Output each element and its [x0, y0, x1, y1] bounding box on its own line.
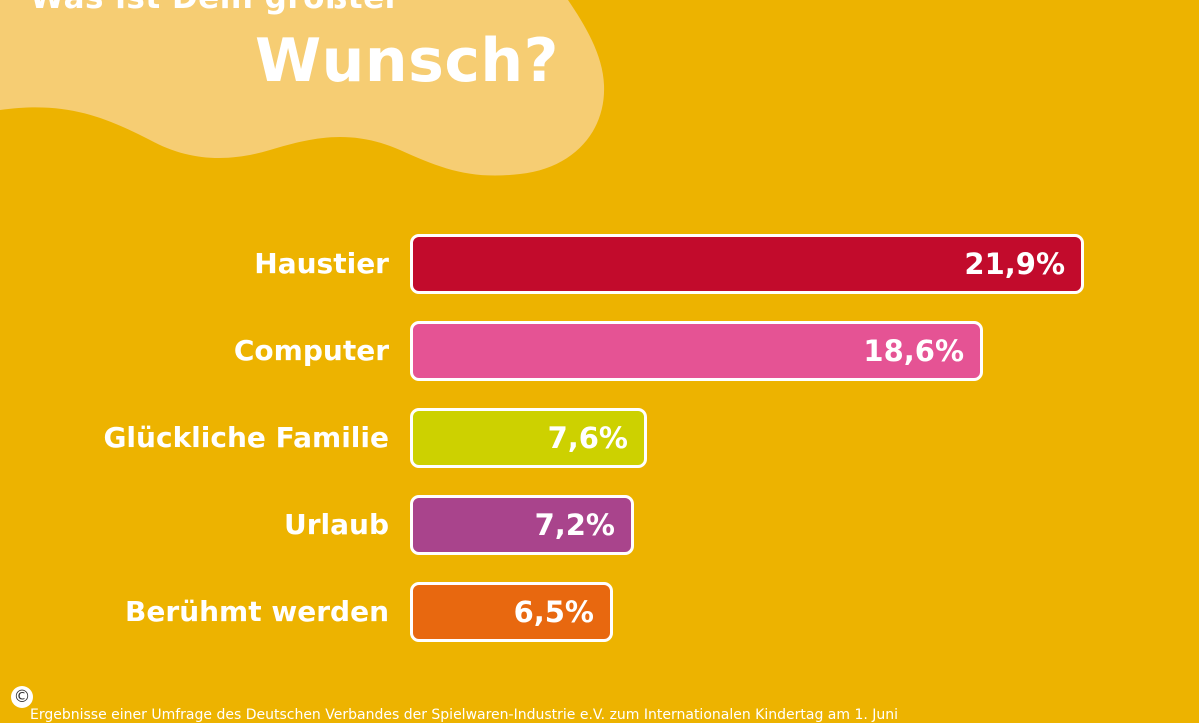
category-label: Haustier — [254, 247, 389, 280]
bar: 18,6% — [410, 321, 983, 381]
footnote: Ergebnisse einer Umfrage des Deutschen V… — [30, 707, 899, 723]
bar: 21,9% — [410, 234, 1084, 294]
bar-value-label: 7,2% — [534, 508, 615, 542]
bar-value-label: 6,5% — [513, 595, 594, 629]
bar-value-label: 21,9% — [964, 247, 1065, 281]
category-label: Berühmt werden — [125, 595, 389, 628]
category-label: Computer — [233, 334, 389, 367]
chart-title-line-1: Was ist Dein größter — [30, 0, 400, 16]
copyright-icon: © — [11, 686, 33, 708]
category-label: Urlaub — [283, 508, 389, 541]
bar: 6,5% — [410, 582, 613, 642]
bar-value-label: 7,6% — [547, 421, 628, 455]
bar: 7,6% — [410, 408, 647, 468]
bar: 7,2% — [410, 495, 634, 555]
chart-title-line-2: Wunsch? — [255, 26, 559, 96]
category-label: Glückliche Familie — [103, 421, 389, 454]
bar-value-label: 18,6% — [863, 334, 964, 368]
